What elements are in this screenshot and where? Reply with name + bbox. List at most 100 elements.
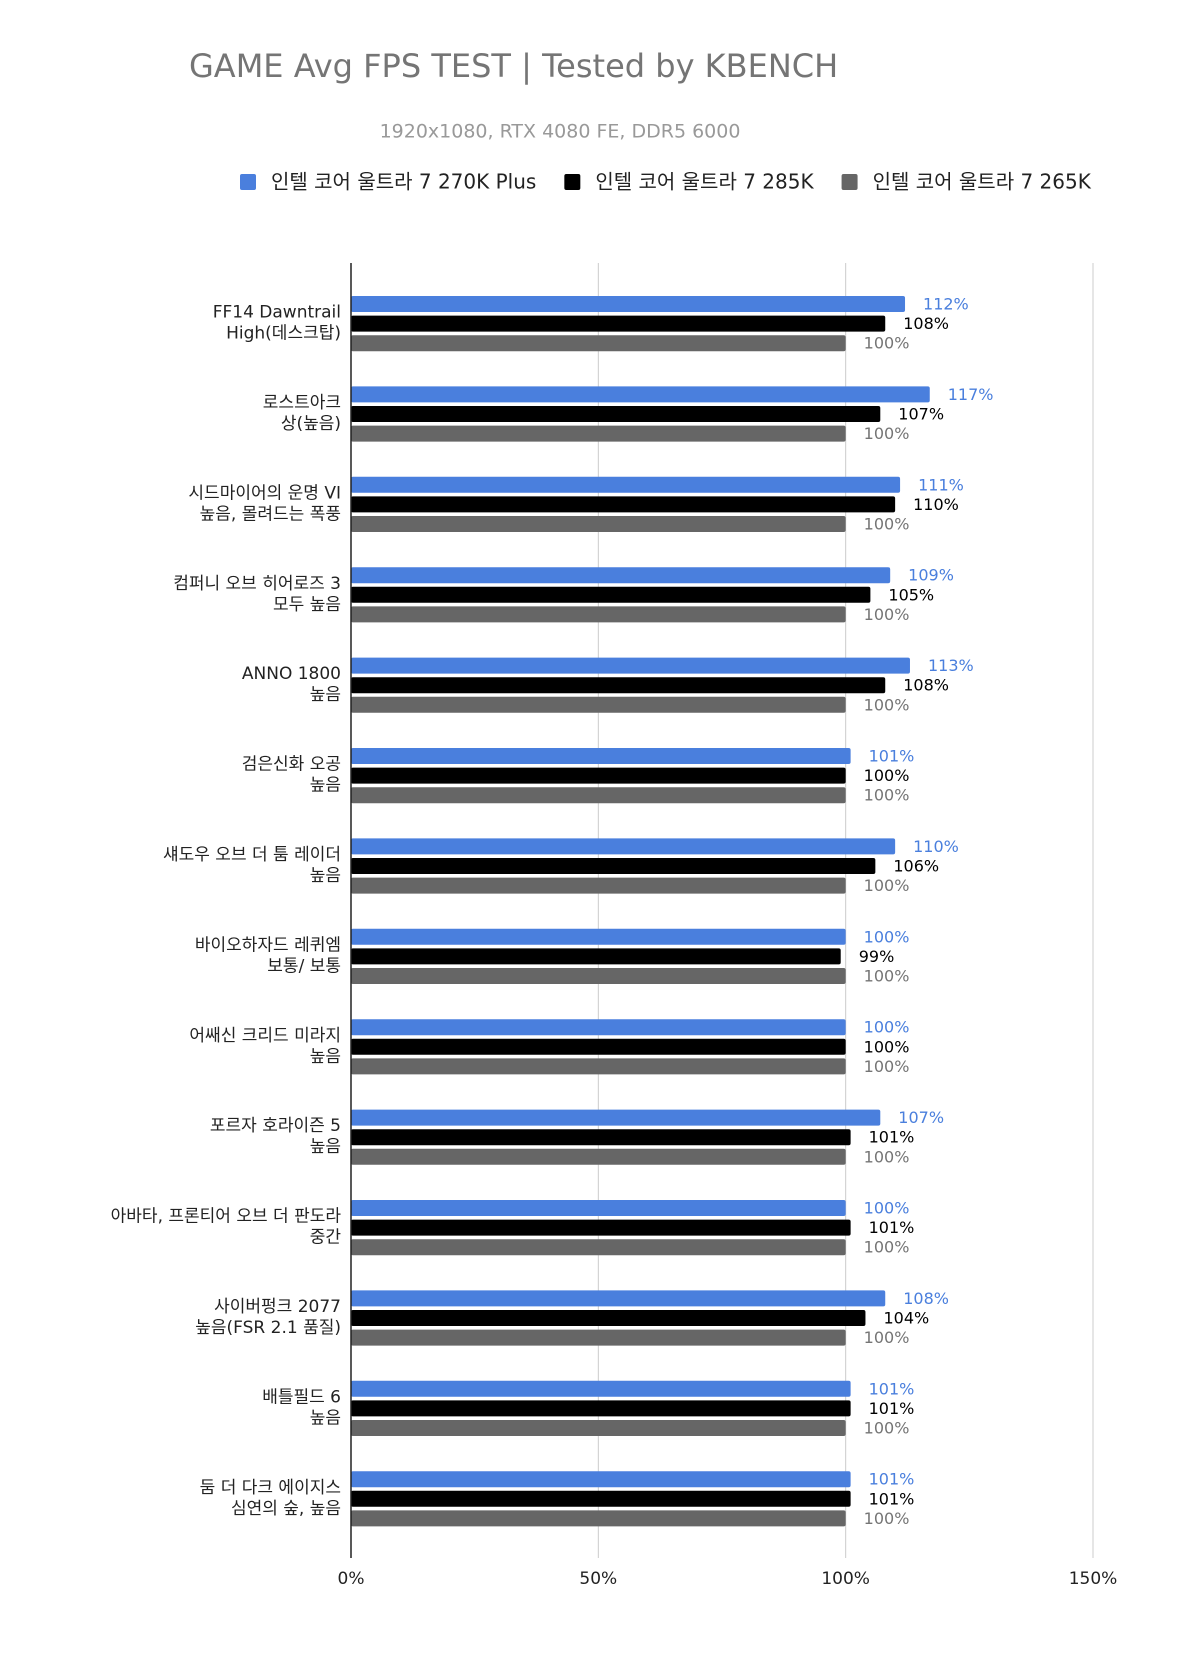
bar — [351, 767, 846, 784]
value-label: 100% — [864, 967, 910, 986]
value-label: 100% — [864, 927, 910, 946]
category-label: 상(높음) — [281, 414, 341, 434]
value-label: 99% — [859, 947, 895, 966]
bar — [351, 315, 886, 332]
category-label: 모두 높음 — [273, 595, 341, 615]
bar — [351, 496, 896, 513]
value-label: 100% — [864, 334, 910, 353]
x-tick-label: 150% — [1069, 1569, 1118, 1589]
bar — [351, 657, 910, 674]
bar — [351, 1058, 846, 1075]
category-label: 둠 더 다크 에이지스 — [200, 1478, 341, 1498]
value-label: 110% — [913, 837, 959, 856]
value-label: 104% — [883, 1309, 929, 1328]
category-label: 아바타, 프론티어 오브 더 판도라 — [111, 1207, 342, 1227]
value-label: 100% — [864, 1509, 910, 1528]
bar — [351, 335, 846, 352]
bar — [351, 748, 851, 764]
value-label: 110% — [913, 495, 959, 514]
bar — [351, 1129, 851, 1146]
category-label: 배틀필드 6 — [262, 1387, 341, 1407]
value-label: 100% — [864, 1057, 910, 1076]
value-label: 111% — [918, 475, 964, 494]
value-label: 109% — [908, 566, 954, 585]
value-label: 117% — [948, 385, 994, 404]
bar — [351, 1490, 851, 1507]
value-label: 107% — [898, 1108, 944, 1127]
bar — [351, 476, 901, 493]
category-label: 검은신화 오공 — [242, 755, 341, 775]
value-label: 101% — [869, 1379, 915, 1398]
bar — [351, 968, 846, 984]
bar — [351, 606, 846, 623]
category-label: 어쌔신 크리드 미라지 — [189, 1026, 341, 1046]
category-label: ANNO 1800 — [242, 664, 341, 684]
legend-label: 인텔 코어 울트라 7 270K Plus — [271, 170, 536, 194]
bar — [351, 1329, 846, 1346]
bar — [351, 1290, 886, 1307]
category-label: 로스트아크 — [263, 393, 341, 413]
chart-subtitle: 1920x1080, RTX 4080 FE, DDR5 6000 — [380, 121, 741, 143]
value-label: 100% — [864, 515, 910, 534]
value-label: 107% — [898, 405, 944, 424]
category-label: 바이오하자드 레퀴엠 — [195, 935, 341, 955]
category-label: 포르자 호라이즌 5 — [210, 1116, 341, 1136]
bar — [351, 787, 846, 804]
value-label: 101% — [869, 747, 915, 766]
category-label: FF14 Dawntrail — [213, 303, 341, 323]
category-label: 사이버펑크 2077 — [214, 1297, 341, 1317]
bar — [351, 838, 896, 855]
category-label: 시드마이어의 운명 VI — [188, 483, 341, 503]
x-tick-label: 100% — [821, 1569, 870, 1589]
bar — [351, 1219, 851, 1236]
value-label: 101% — [869, 1128, 915, 1147]
value-label: 112% — [923, 295, 969, 314]
value-label: 101% — [869, 1399, 915, 1418]
bar — [351, 696, 846, 713]
value-label: 100% — [864, 1037, 910, 1056]
bar — [351, 516, 846, 532]
category-label: 보통/ 보통 — [267, 956, 341, 976]
value-label: 100% — [864, 1419, 910, 1438]
legend-swatch — [564, 174, 581, 190]
value-label: 100% — [864, 424, 910, 443]
bar — [351, 1019, 846, 1036]
value-label: 108% — [903, 676, 949, 695]
category-label: 높음 — [310, 1137, 341, 1157]
category-label: 컴퍼니 오브 히어로즈 3 — [173, 574, 341, 594]
bar — [351, 1148, 846, 1165]
category-label: 높음(FSR 2.1 품질) — [195, 1318, 341, 1338]
value-label: 100% — [864, 786, 910, 805]
bar — [351, 386, 930, 403]
x-tick-label: 0% — [338, 1569, 365, 1589]
bar — [351, 1380, 851, 1397]
bar — [351, 586, 871, 603]
category-label: 높음 — [310, 776, 341, 796]
category-label: High(데스크탑) — [226, 324, 341, 344]
value-label: 100% — [864, 605, 910, 624]
bar — [351, 425, 846, 442]
value-label: 108% — [903, 314, 949, 333]
value-label: 106% — [893, 857, 939, 876]
bar — [351, 1109, 881, 1126]
value-label: 105% — [888, 585, 934, 604]
value-label: 108% — [903, 1289, 949, 1308]
bar — [351, 1471, 851, 1488]
bar — [351, 567, 891, 584]
category-label: 중간 — [310, 1228, 342, 1248]
category-label: 높음 — [310, 1408, 341, 1428]
bar — [351, 1510, 846, 1527]
value-label: 101% — [869, 1489, 915, 1508]
value-label: 101% — [869, 1218, 915, 1237]
bar — [351, 948, 841, 965]
legend-swatch — [240, 174, 256, 190]
value-label: 100% — [864, 766, 910, 785]
bar — [351, 858, 876, 874]
x-tick-label: 50% — [579, 1569, 617, 1589]
bar — [351, 1200, 846, 1216]
value-label: 100% — [864, 1018, 910, 1037]
category-label: 높음, 몰려드는 폭풍 — [200, 504, 341, 524]
value-label: 101% — [869, 1470, 915, 1489]
